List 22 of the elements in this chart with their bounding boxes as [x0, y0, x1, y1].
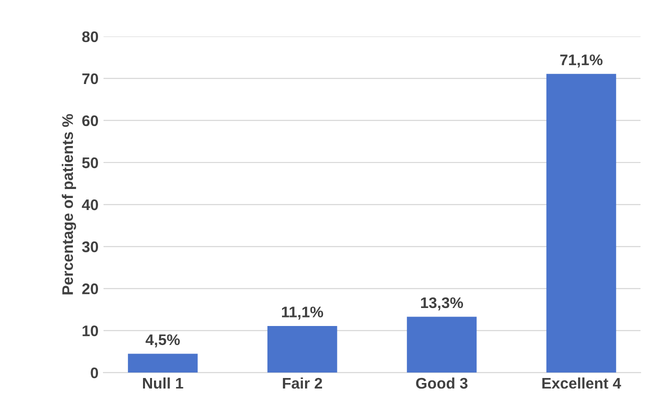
data-label: 71,1% [560, 54, 603, 68]
y-tick-label: 0 [90, 367, 98, 378]
x-tick-label: Fair 2 [282, 377, 322, 389]
bar [267, 326, 338, 373]
y-tick-label: 40 [82, 199, 98, 210]
bar [406, 316, 477, 373]
bar [128, 354, 198, 373]
data-label: 11,1% [282, 306, 324, 320]
y-tick-label: 70 [82, 73, 98, 84]
y-tick-label: 10 [82, 325, 98, 336]
y-tick-label: 20 [82, 283, 98, 294]
bar [546, 74, 616, 373]
x-tick-label: Good 3 [416, 377, 468, 389]
data-label: 13,3% [421, 297, 464, 310]
y-tick-label: 50 [82, 157, 98, 168]
y-tick-label: 60 [82, 115, 98, 126]
x-tick-label: Null 1 [143, 377, 184, 389]
y-axis-title: Percentage of patients % [62, 114, 76, 294]
x-tick-label: Excellent 4 [542, 377, 622, 389]
y-tick-label: 30 [82, 241, 98, 252]
y-tick-label: 80 [82, 31, 98, 42]
data-label: 4,5% [146, 334, 180, 348]
